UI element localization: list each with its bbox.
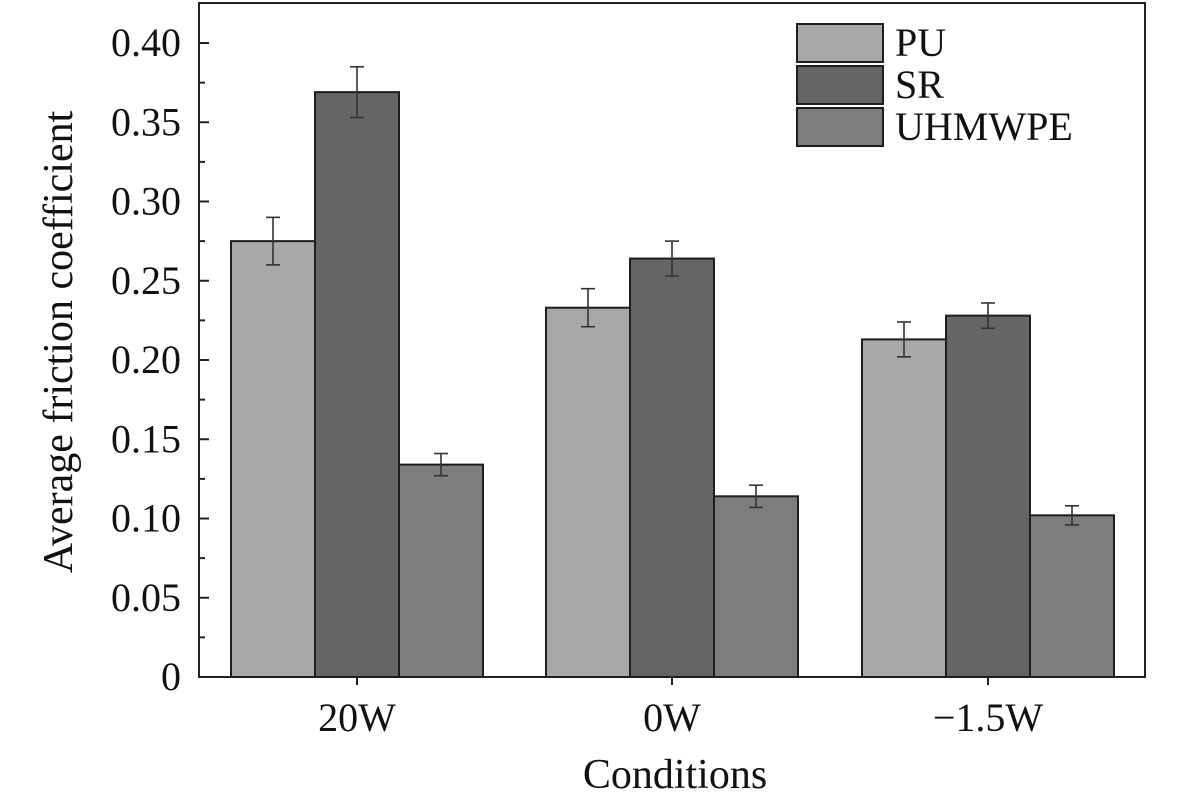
y-axis: 0 0.05 0.10 0.15 0.20 0.25 0.30 0.35 0.40 [111, 20, 209, 699]
y-axis-title: Average friction coefficient [36, 110, 82, 573]
y-tick-label: 0.40 [111, 20, 181, 65]
bar-pu [861, 338, 947, 678]
x-tick-label: 0W [643, 695, 701, 740]
legend-label-uhmwpe: UHMWPE [895, 104, 1073, 149]
bar-sr [945, 314, 1031, 678]
y-tick-label: 0.05 [111, 575, 181, 620]
y-tick-label: 0.35 [111, 99, 181, 144]
bar-uhmwpe [398, 463, 484, 678]
x-tick-label: −1.5W [933, 695, 1044, 740]
y-tick-label: 0.30 [111, 179, 181, 224]
y-tick-label: 0.25 [111, 258, 181, 303]
bar-sr [629, 257, 715, 678]
legend-label-sr: SR [895, 62, 944, 107]
legend-swatch-pu [796, 23, 884, 63]
bar-uhmwpe [1029, 514, 1115, 679]
bar-uhmwpe [713, 495, 799, 678]
bar-sr [314, 91, 400, 678]
legend-label-pu: PU [895, 20, 946, 65]
y-tick-label: 0.20 [111, 337, 181, 382]
y-tick-label: 0 [161, 654, 181, 699]
y-tick-label: 0.10 [111, 496, 181, 541]
x-tick-label: 20W [318, 695, 396, 740]
x-axis: 20W 0W −1.5W [318, 677, 1043, 740]
legend-swatch-uhmwpe [796, 107, 884, 147]
bar-pu [545, 306, 631, 678]
x-axis-title: Conditions [583, 752, 767, 798]
y-tick-label: 0.15 [111, 416, 181, 461]
bars-layer [230, 65, 1115, 679]
bar-pu [230, 240, 316, 678]
legend-swatch-sr [796, 65, 884, 105]
